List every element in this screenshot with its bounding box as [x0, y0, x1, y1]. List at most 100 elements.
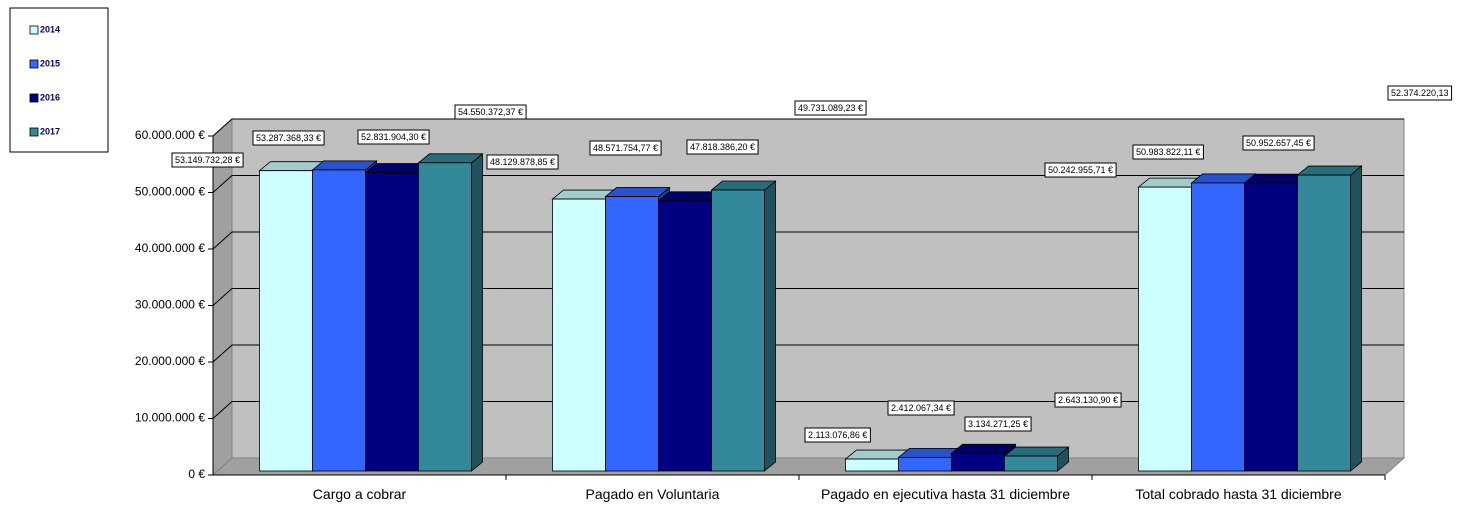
- grid-line: [212, 344, 1404, 363]
- bar: [1297, 174, 1351, 472]
- bar: [605, 196, 659, 472]
- data-label-box: [804, 427, 871, 443]
- data-label-group: 49.731.089,23 €: [794, 100, 867, 116]
- bar-top: [604, 187, 671, 197]
- legend: 2014 2015 2016 2017: [9, 7, 109, 153]
- data-label-box: [454, 104, 527, 120]
- bar-side: [1350, 165, 1362, 472]
- legend-label: 2017: [40, 126, 60, 136]
- bar-top: [1003, 446, 1070, 457]
- bar: [658, 200, 712, 472]
- bar: [711, 189, 765, 472]
- data-label-group: 3.134.271,25 €: [964, 416, 1032, 432]
- legend-swatch: [29, 25, 39, 35]
- bar: [1191, 182, 1245, 472]
- data-label-box: [1054, 392, 1122, 408]
- bar: [951, 452, 1005, 472]
- grid-line: [212, 175, 1404, 193]
- y-tick-label: 10.000.000 €: [135, 411, 205, 425]
- data-label-group: 47.818.386,20 €: [686, 139, 759, 155]
- legend-swatch: [29, 59, 39, 69]
- bar-side: [764, 180, 776, 472]
- bar: [1244, 182, 1298, 472]
- bar: [312, 169, 366, 472]
- y-tick-label: 0 €: [188, 467, 205, 481]
- bar-top: [417, 153, 484, 164]
- x-tick-label: Pagado en ejecutiva hasta 31 diciembre: [820, 486, 1071, 502]
- bar-side: [471, 152, 483, 472]
- data-label-box: [1132, 144, 1204, 160]
- bar: [418, 162, 472, 472]
- bar: [1138, 186, 1192, 472]
- data-label-group: 50.242.955,71 €: [1044, 162, 1117, 178]
- data-label-group: 50.983.822,11 €: [1132, 144, 1204, 160]
- data-label: 47.818.386,20 €: [690, 142, 755, 152]
- x-tick-label: Cargo a cobrar: [312, 486, 407, 502]
- data-label-group: 2.412.067,34 €: [887, 400, 955, 416]
- bar: [259, 170, 313, 472]
- data-label-box: [171, 152, 244, 168]
- legend-swatch: [29, 93, 39, 103]
- data-label-group: 53.287.368,33 €: [252, 130, 325, 146]
- x-tick-label: Total cobrado hasta 31 diciembre: [1135, 486, 1342, 502]
- data-label: 3.134.271,25 €: [968, 419, 1028, 429]
- data-label-box: [589, 140, 662, 156]
- data-label: 52.374.220,13: [1391, 88, 1449, 98]
- grid-line: [212, 288, 1404, 306]
- data-label: 54.550.372,37 €: [458, 107, 523, 117]
- y-tick-label: 60.000.000 €: [135, 128, 205, 142]
- bar-top: [311, 160, 378, 171]
- data-label-box: [357, 129, 430, 145]
- bar-top: [1296, 165, 1363, 176]
- bar: [845, 458, 899, 472]
- data-label-box: [1387, 85, 1453, 101]
- data-label: 48.129.878,85 €: [490, 157, 555, 167]
- data-label: 50.242.955,71 €: [1048, 165, 1113, 175]
- grid-line: [212, 401, 1404, 419]
- legend-label: 2014: [40, 24, 60, 34]
- legend-swatch: [29, 127, 39, 137]
- y-tick-label: 40.000.000 €: [135, 241, 205, 255]
- bar-top: [710, 180, 777, 191]
- data-label-box: [794, 100, 867, 116]
- data-label: 50.952.657,45 €: [1246, 138, 1311, 148]
- data-label-group: 54.550.372,37 €: [454, 104, 527, 120]
- data-label-group: 50.952.657,45 €: [1242, 135, 1315, 151]
- data-label-group: 53.149.732,28 €: [171, 152, 244, 168]
- data-label: 2.643.130,90 €: [1058, 395, 1118, 405]
- data-label-box: [964, 416, 1032, 432]
- y-tick-label: 30.000.000 €: [135, 298, 205, 312]
- data-label: 53.287.368,33 €: [256, 133, 321, 143]
- bar-top: [950, 443, 1017, 454]
- data-label-group: 48.129.878,85 €: [486, 154, 559, 170]
- data-label: 50.983.822,11 €: [1136, 147, 1200, 157]
- x-tick-label: Pagado en Voluntaria: [585, 486, 720, 502]
- data-label-group: 48.571.754,77 €: [589, 140, 662, 156]
- bar: [898, 456, 952, 472]
- y-tick-label: 50.000.000 €: [135, 185, 205, 199]
- data-label-group: 2.113.076,86 €: [804, 427, 871, 443]
- y-tick-label: 20.000.000 €: [135, 354, 205, 368]
- bar: [1004, 455, 1058, 472]
- legend-box: [9, 7, 109, 153]
- data-label-box: [252, 130, 325, 146]
- data-label-box: [887, 400, 955, 416]
- legend-label: 2015: [40, 58, 60, 68]
- data-label-group: 52.374.220,13: [1387, 85, 1453, 101]
- data-label-box: [486, 154, 559, 170]
- data-label: 2.113.076,86 €: [808, 430, 867, 440]
- data-label-box: [1044, 162, 1117, 178]
- data-label-box: [1242, 135, 1315, 151]
- data-label-group: 2.643.130,90 €: [1054, 392, 1122, 408]
- grid-line: [212, 231, 1404, 250]
- legend-label: 2016: [40, 92, 60, 102]
- data-label: 2.412.067,34 €: [891, 403, 951, 413]
- bar: [552, 198, 606, 472]
- data-label-group: 52.831.904,30 €: [357, 129, 430, 145]
- grid-line: [212, 118, 1404, 137]
- data-label: 52.831.904,30 €: [361, 132, 426, 142]
- data-label: 49.731.089,23 €: [798, 103, 863, 113]
- data-label: 48.571.754,77 €: [593, 143, 658, 153]
